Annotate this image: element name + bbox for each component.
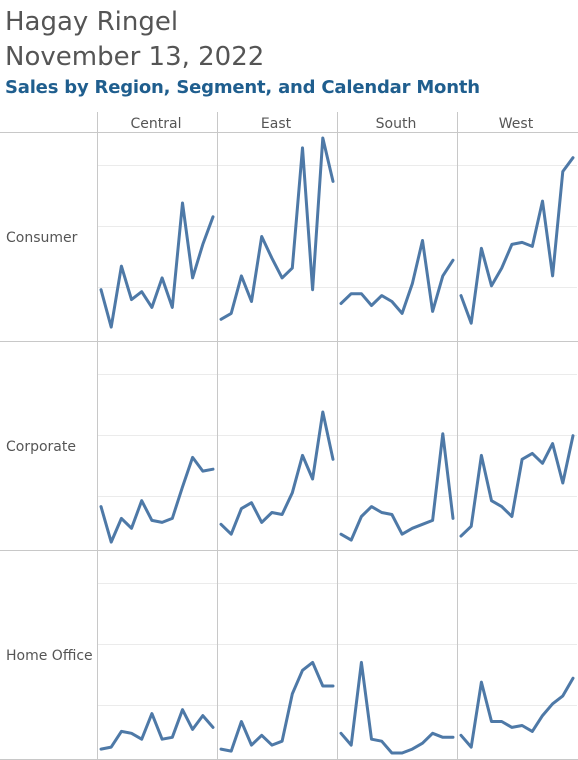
sparkline-consumer-central bbox=[99, 201, 215, 329]
chart-title: Sales by Region, Segment, and Calendar M… bbox=[5, 77, 480, 98]
report-date: November 13, 2022 bbox=[5, 42, 265, 72]
sparkline-corporate-west bbox=[459, 434, 575, 538]
column-header: South bbox=[376, 116, 417, 132]
author-name: Hagay Ringel bbox=[5, 7, 179, 37]
row-header: Home Office bbox=[6, 648, 93, 664]
lines-layer bbox=[99, 136, 575, 755]
row-header: Corporate bbox=[6, 439, 76, 455]
sparkline-home-office-west bbox=[459, 676, 575, 749]
column-header: East bbox=[261, 116, 292, 132]
sparkline-corporate-central bbox=[99, 455, 215, 544]
sparkline-consumer-west bbox=[459, 156, 575, 325]
sparkline-home-office-south bbox=[339, 660, 455, 755]
column-header: Central bbox=[131, 116, 182, 132]
sparkline-consumer-south bbox=[339, 239, 455, 315]
sparkline-corporate-east bbox=[219, 410, 335, 536]
sparkline-home-office-east bbox=[219, 660, 335, 753]
sparkline-corporate-south bbox=[339, 432, 455, 542]
row-headers: Consumer Corporate Home Office bbox=[6, 230, 93, 664]
row-header: Consumer bbox=[6, 230, 78, 246]
sparkline-home-office-central bbox=[99, 708, 215, 751]
column-header: West bbox=[499, 116, 534, 132]
sparkline-consumer-east bbox=[219, 136, 335, 321]
column-headers: Central East South West bbox=[131, 116, 534, 132]
